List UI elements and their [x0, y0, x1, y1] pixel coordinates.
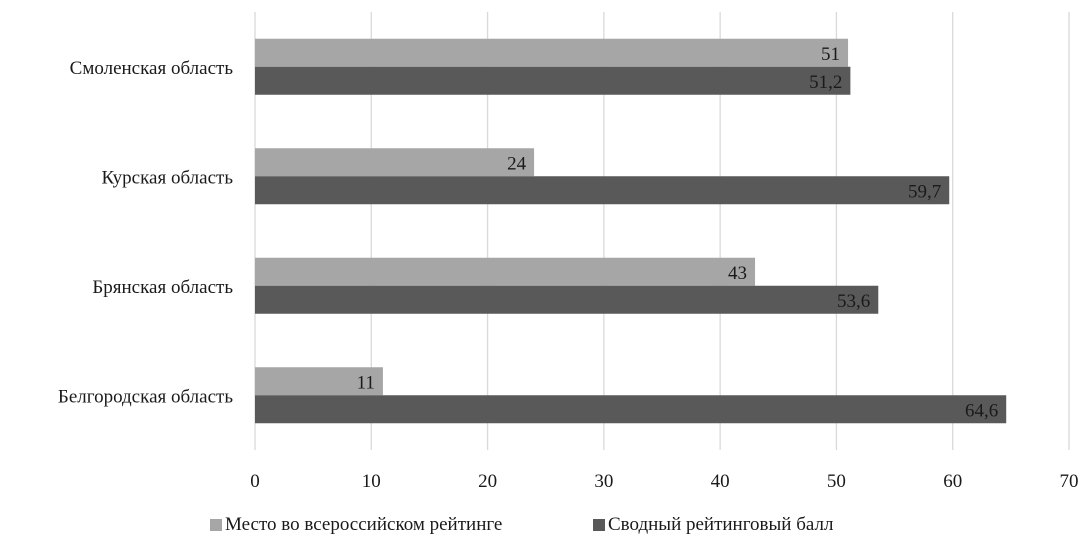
- x-tick-label: 40: [711, 471, 730, 492]
- legend-label: Место во всероссийском рейтинге: [225, 514, 502, 535]
- data-label: 53,6: [837, 291, 870, 312]
- bar-rank: [255, 257, 756, 286]
- bar-rank: [255, 38, 849, 67]
- data-label: 11: [357, 372, 375, 393]
- bar-rank: [255, 148, 535, 177]
- category-axis: Смоленская область Курская область Брянска…: [58, 58, 233, 408]
- legend-item: Место во всероссийском рейтинге: [210, 514, 502, 535]
- bar-score: [255, 66, 851, 95]
- data-label: 43: [728, 263, 747, 284]
- legend-label: Сводный рейтинговый балл: [608, 514, 834, 535]
- value-axis: 0 10 20 30 40 50 60 70: [250, 471, 1078, 492]
- x-tick-label: 0: [250, 471, 260, 492]
- data-label: 59,7: [908, 181, 941, 202]
- bar-score: [255, 176, 950, 205]
- legend-swatch: [593, 519, 605, 531]
- x-tick-label: 50: [827, 471, 846, 492]
- legend-swatch: [210, 519, 222, 531]
- data-labels: 51 51,2 24 59,7 43 53,6 11 64,6: [357, 44, 999, 422]
- bar-score: [255, 395, 1007, 424]
- legend-item: Сводный рейтинговый балл: [593, 514, 834, 535]
- data-label: 64,6: [965, 400, 998, 421]
- category-label: Курская область: [101, 167, 233, 188]
- x-tick-label: 20: [478, 471, 497, 492]
- x-tick-label: 10: [362, 471, 381, 492]
- x-tick-label: 70: [1060, 471, 1079, 492]
- x-tick-label: 30: [594, 471, 613, 492]
- category-label: Брянская область: [92, 277, 233, 298]
- data-label: 51,2: [809, 72, 842, 93]
- data-label: 24: [507, 153, 527, 174]
- bars: [255, 38, 1007, 424]
- bar-score: [255, 285, 879, 314]
- category-label: Белгородская область: [58, 386, 233, 407]
- x-tick-label: 60: [943, 471, 962, 492]
- legend: Место во всероссийском рейтинге Сводный р…: [210, 514, 834, 535]
- bar-rank: [255, 367, 383, 396]
- category-label: Смоленская область: [70, 58, 234, 79]
- data-label: 51: [821, 44, 840, 65]
